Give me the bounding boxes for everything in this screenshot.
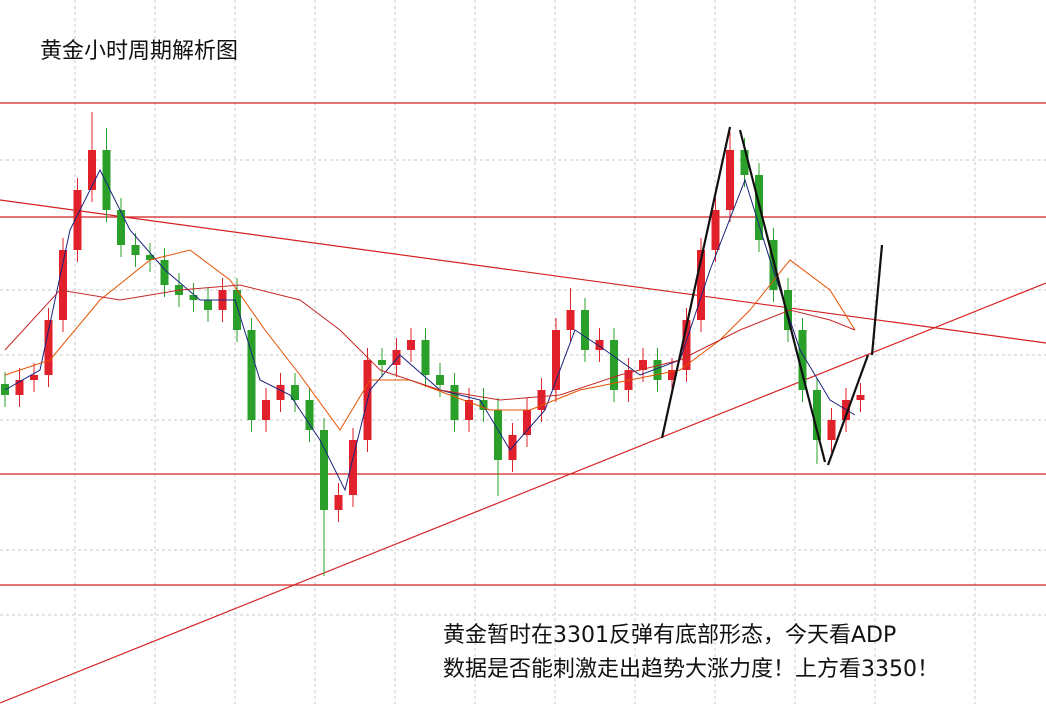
moving-averages [4, 168, 856, 492]
candle-body [523, 410, 531, 435]
candle-body [668, 370, 676, 380]
candle-body [726, 150, 734, 210]
candle-body [204, 300, 212, 310]
candle-body [146, 255, 154, 260]
candle-body [421, 340, 430, 375]
candle-body [537, 390, 546, 410]
candle-body [44, 320, 53, 375]
candle-body [30, 375, 38, 380]
candle-body [88, 150, 96, 190]
candle-body [682, 320, 691, 370]
support-resistance-lines [0, 102, 1046, 704]
candle-body [740, 150, 749, 175]
candle-body [465, 400, 473, 420]
candle-body [436, 375, 444, 385]
candle-body [247, 330, 256, 420]
candle-body [131, 245, 140, 255]
candle-body [581, 310, 589, 350]
candle-body [59, 250, 67, 320]
candle-body [378, 360, 386, 365]
candle-body [595, 340, 604, 350]
candle-body [827, 420, 836, 440]
candle-body [494, 410, 502, 460]
candle-body [233, 290, 241, 330]
candles [1, 112, 865, 576]
chart-title: 黄金小时周期解析图 [40, 39, 238, 64]
candle-body [552, 330, 560, 390]
candle-body [349, 440, 357, 495]
candle-body [15, 380, 24, 395]
candle-body [291, 385, 299, 400]
candle-body [610, 340, 618, 390]
candle-body [320, 430, 328, 510]
candle-body [653, 360, 662, 380]
candle-body [784, 290, 792, 330]
candle-body [856, 395, 865, 400]
candle-body [697, 250, 705, 320]
candle-body [305, 400, 314, 430]
candle-body [73, 190, 82, 250]
candle-body [813, 390, 821, 440]
annotation: 黄金暂时在3301反弹有底部形态，今天看ADP [443, 623, 896, 648]
candle-body [407, 340, 415, 350]
candle-body [798, 330, 807, 390]
candle-body [450, 385, 459, 420]
drawn-lines [660, 126, 884, 466]
candle-body [102, 150, 111, 210]
candle-body [160, 260, 169, 285]
candle-body [639, 360, 647, 370]
candle-body [334, 495, 343, 510]
candle-body [117, 210, 125, 245]
candle-body [711, 210, 720, 250]
annotation: 数据是否能刺激走出趋势大涨力度！上方看3350！ [443, 657, 939, 682]
candle-body [392, 350, 401, 365]
candle-body [189, 295, 198, 300]
candle-body [276, 385, 285, 400]
candle-body [262, 400, 270, 420]
candle-body [566, 310, 575, 330]
